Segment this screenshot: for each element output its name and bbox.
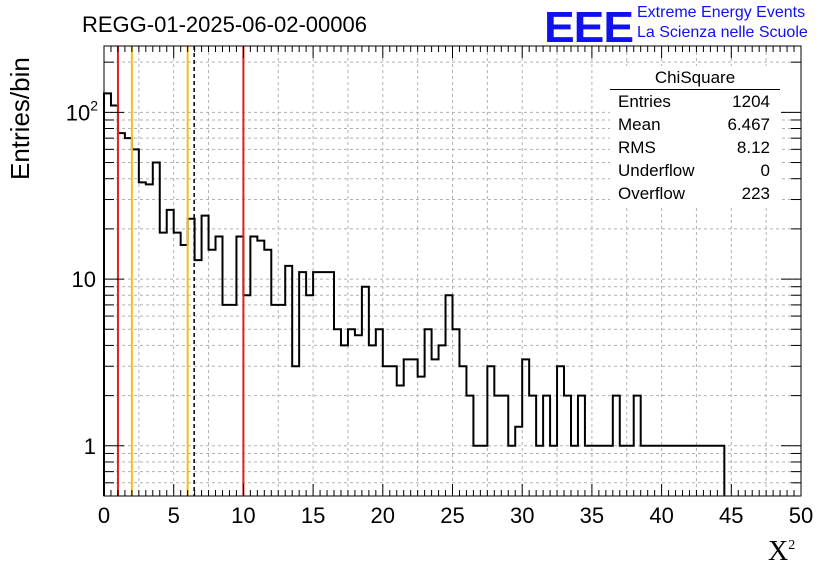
x-tick-label: 5	[168, 503, 180, 528]
logo-tagline-1: Extreme Energy Events	[637, 4, 806, 21]
x-tick-label: 30	[510, 503, 534, 528]
stats-title: ChiSquare	[610, 66, 780, 90]
stats-row-rms: RMS 8.12	[618, 138, 770, 157]
x-axis-label: X2	[768, 536, 796, 567]
y-tick-label: 10	[72, 267, 96, 292]
chart-title: REGG-01-2025-06-02-00006	[82, 12, 367, 37]
stats-row-entries: Entries 1204	[618, 92, 770, 111]
histogram-outline	[103, 92, 726, 496]
x-tick-label: 25	[440, 503, 464, 528]
stats-row-underflow: Underflow 0	[618, 161, 770, 180]
logo-tagline-2: La Scienza nelle Scuole	[637, 24, 808, 41]
stats-row-overflow: Overflow 223	[618, 184, 770, 203]
x-tick-label: 0	[98, 503, 110, 528]
x-tick-label: 15	[301, 503, 325, 528]
y-axis-label: Entries/bin	[5, 57, 35, 180]
x-tick-label: 50	[789, 503, 813, 528]
x-tick-label: 20	[371, 503, 395, 528]
eee-logo: EEE	[544, 2, 634, 52]
y-tick-label: 102	[66, 97, 98, 125]
x-tick-label: 45	[719, 503, 743, 528]
stats-box: ChiSquare Entries 1204 Mean 6.467 RMS 8.12 …	[610, 66, 780, 205]
y-tick-label: 1	[84, 434, 96, 459]
x-tick-label: 10	[231, 503, 255, 528]
x-tick-label: 35	[580, 503, 604, 528]
x-tick-label: 40	[649, 503, 673, 528]
stats-row-mean: Mean 6.467	[618, 115, 770, 134]
